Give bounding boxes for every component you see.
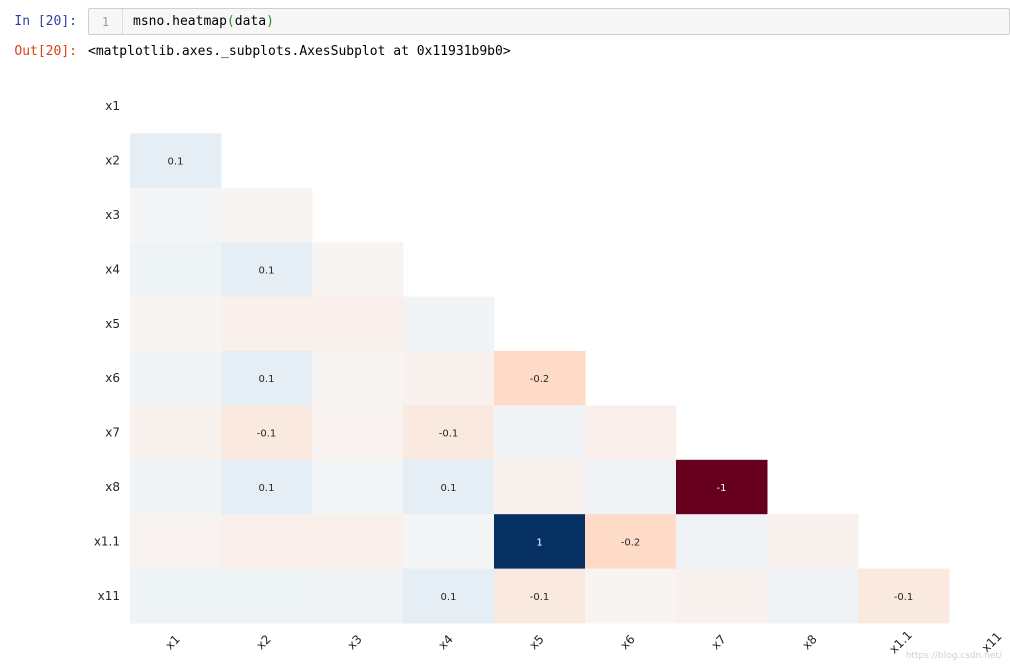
heatmap-cell-x4-x1 (130, 242, 222, 298)
y-tick-label-x7: x7 (105, 426, 120, 440)
y-tick-label-x3: x3 (105, 208, 120, 222)
heatmap-cell-x6-x5 (494, 351, 586, 406)
heatmap-cell-x11-x5 (494, 568, 586, 624)
heatmap-cell-x8-x1 (130, 459, 222, 515)
heatmap-annotations: 0.1 0.1 0.1 -0.2 -0.1 -0.1 0.1 0.1 -1 1 -0.2 0.1 -0.… (168, 157, 914, 603)
heatmap-cell-x7-x5 (494, 405, 586, 461)
heatmap-cell-x11-x6 (585, 568, 677, 624)
x-tick-label-x3: x3 (345, 632, 365, 652)
heatmap-cell-x6-x1 (130, 351, 222, 406)
cell-annotation-x7-x2: -0.1 (257, 429, 277, 440)
x-tick-label-x7: x7 (709, 632, 729, 652)
heatmap-cell-x5-x4 (403, 296, 495, 352)
cell-annotation-x1.1-x6: -0.2 (621, 537, 641, 548)
y-tick-label-x1: x1 (105, 99, 120, 113)
heatmap-cell-x11-x1.1 (858, 568, 950, 624)
heatmap-cell-x6-x4 (403, 351, 495, 406)
x-tick-label-x5: x5 (527, 632, 547, 652)
heatmap-cell-x11-x8 (767, 568, 859, 624)
heatmap-cell-x1.1-x2 (221, 514, 313, 570)
nullity-heatmap: 0.1 0.1 0.1 -0.2 -0.1 -0.1 0.1 0.1 -1 1 -0.2 0.1 -0.… (94, 99, 1005, 656)
x-tick-label-x8: x8 (800, 632, 820, 652)
heatmap-cell-x1.1-x6 (585, 514, 677, 570)
heatmap-cell-x7-x6 (585, 405, 677, 461)
heatmap-cell-x8-x7 (676, 459, 768, 515)
watermark: https://blog.csdn.net/ (905, 651, 1002, 661)
heatmap-cell-x7-x2 (221, 405, 313, 461)
heatmap-cell-x8-x6 (585, 459, 677, 515)
x-tick-label-x2: x2 (254, 632, 274, 652)
y-tick-label-x1.1: x1.1 (94, 534, 120, 548)
heatmap-cell-x1.1-x1 (130, 514, 222, 570)
heatmap-cell-x8-x2 (221, 459, 313, 515)
cell-annotation-x8-x4: 0.1 (441, 483, 457, 494)
code-close-paren: ) (266, 14, 274, 29)
heatmap-cell-x3-x2 (221, 187, 313, 243)
x-axis-labels: x1 x2 x3 x4 x5 x6 x7 x8 x1.1 x11 (163, 628, 1005, 656)
heatmap-cell-x8-x5 (494, 459, 586, 515)
heatmap-cell-x5-x2 (221, 296, 313, 352)
x-tick-label-x1: x1 (163, 632, 183, 652)
heatmap-cell-x1.1-x3 (312, 514, 404, 570)
output-cell: Out[20]: (0, 40, 1010, 62)
input-prompt: In [20]: (14, 14, 77, 29)
code-editor[interactable]: 1 msno.heatmap(data) (88, 8, 1010, 35)
heatmap-cell-x4-x2 (221, 242, 313, 298)
heatmap-cell-x1.1-x7 (676, 514, 768, 570)
y-tick-label-x5: x5 (105, 317, 120, 331)
cell-annotation-x8-x2: 0.1 (259, 483, 275, 494)
x-tick-label-x6: x6 (618, 632, 638, 652)
output-prompt: Out[20]: (14, 43, 77, 59)
heatmap-cell-x1.1-x4 (403, 514, 495, 570)
code-line[interactable]: msno.heatmap(data) (123, 14, 274, 29)
code-argument: data (234, 14, 267, 29)
y-tick-label-x8: x8 (105, 480, 120, 494)
heatmap-cell-x4-x3 (312, 242, 404, 298)
heatmap-cell-x7-x3 (312, 405, 404, 461)
y-tick-label-x11: x11 (98, 589, 120, 603)
x-tick-label-x4: x4 (436, 632, 456, 652)
y-tick-label-x2: x2 (105, 154, 120, 168)
heatmap-cell-x1.1-x8 (767, 514, 859, 570)
heatmap-cell-x7-x1 (130, 405, 222, 461)
y-tick-label-x6: x6 (105, 371, 120, 385)
heatmap-cell-x2-x1 (130, 133, 222, 189)
cell-annotation-x11-x4: 0.1 (441, 592, 457, 603)
y-tick-label-x4: x4 (105, 262, 120, 276)
heatmap-cell-x3-x1 (130, 187, 222, 243)
cell-annotation-x1.1-x5: 1 (536, 537, 542, 548)
heatmap-cell-x11-x2 (221, 568, 313, 624)
cell-annotation-x4-x2: 0.1 (259, 265, 275, 276)
heatmap-cell-x11-x1 (130, 568, 222, 624)
y-axis-labels: x1 x2 x3 x4 x5 x6 x7 x8 x1.1 x11 (94, 99, 120, 603)
heatmap-cell-x6-x3 (312, 351, 404, 406)
heatmap-cell-x11-x4 (403, 568, 495, 624)
heatmap-cell-x11-x7 (676, 568, 768, 624)
code-open-paren: ( (226, 14, 235, 29)
cell-annotation-x6-x5: -0.2 (530, 374, 550, 385)
heatmap-cell-x5-x3 (312, 296, 404, 352)
input-cell: In [20]: (0, 8, 1010, 35)
line-number: 1 (89, 9, 123, 34)
output-text: <matplotlib.axes._subplots.AxesSubplot a… (88, 44, 511, 59)
cell-annotation-x2-x1: 0.1 (168, 157, 184, 168)
code-function: msno.heatmap (133, 14, 227, 29)
heatmap-cell-x11-x3 (312, 568, 404, 624)
cell-annotation-x11-x1.1: -0.1 (894, 592, 914, 603)
cell-annotation-x8-x7: -1 (717, 483, 727, 494)
heatmap-cell-x5-x1 (130, 296, 222, 352)
heatmap-cell-x7-x4 (403, 405, 495, 461)
heatmap-cell-x1.1-x5 (494, 514, 586, 570)
cell-annotation-x7-x4: -0.1 (439, 429, 459, 440)
heatmap-cell-x8-x4 (403, 459, 495, 515)
cell-annotation-x6-x2: 0.1 (259, 374, 275, 385)
cell-annotation-x11-x5: -0.1 (530, 592, 550, 603)
heatmap-cell-x6-x2 (221, 351, 313, 406)
heatmap-cell-x8-x3 (312, 459, 404, 515)
heatmap-cells (130, 133, 950, 624)
